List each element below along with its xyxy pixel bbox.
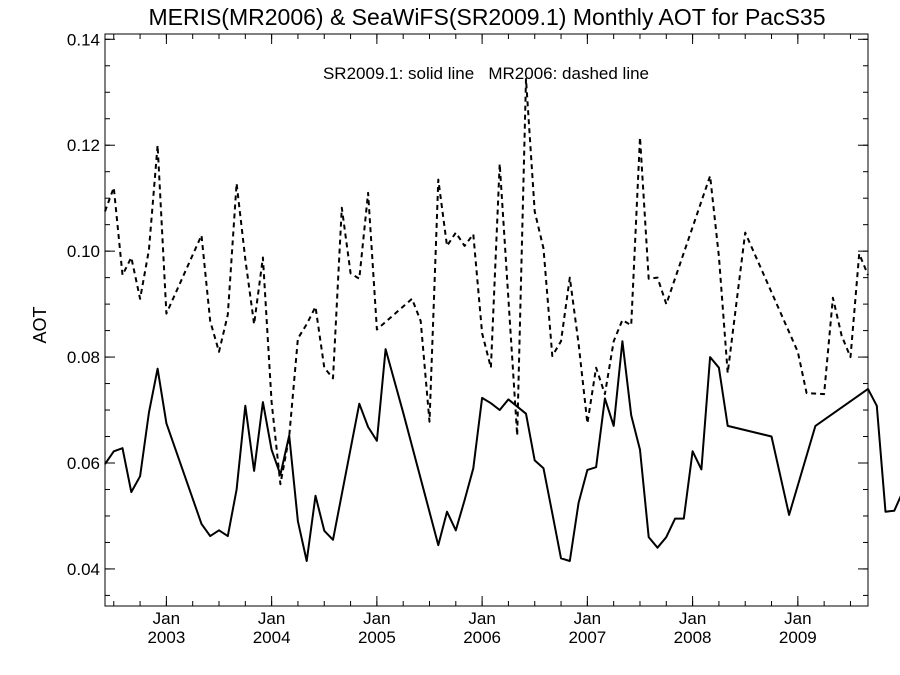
x-tick-label-month: Jan (153, 609, 180, 628)
y-tick-label: 0.14 (67, 30, 100, 49)
x-tick-label-month: Jan (363, 609, 390, 628)
x-tick-label-year: 2003 (147, 628, 185, 647)
x-tick-label-year: 2005 (358, 628, 396, 647)
ticks-layer: 0.040.060.080.100.120.14Jan2003Jan2004Ja… (67, 30, 868, 647)
series-line-solid (104, 340, 900, 562)
y-tick-label: 0.12 (67, 136, 100, 155)
x-tick-label-year: 2006 (463, 628, 501, 647)
y-tick-label: 0.04 (67, 560, 100, 579)
chart-title: MERIS(MR2006) & SeaWiFS(SR2009.1) Monthl… (148, 4, 825, 30)
y-axis-label: AOT (30, 306, 50, 343)
series-layer (104, 78, 900, 562)
y-tick-label: 0.08 (67, 348, 100, 367)
plot-frame (104, 33, 869, 607)
y-tick-label: 0.10 (67, 242, 100, 261)
x-tick-label-month: Jan (574, 609, 601, 628)
x-tick-label-month: Jan (468, 609, 495, 628)
series-line-dashed (104, 78, 869, 486)
line-style-annotation: SR2009.1: solid line MR2006: dashed line (323, 64, 649, 83)
x-tick-label-month: Jan (784, 609, 811, 628)
x-tick-label-month: Jan (679, 609, 706, 628)
x-tick-label-year: 2009 (779, 628, 817, 647)
x-tick-label-year: 2008 (674, 628, 712, 647)
y-tick-label: 0.06 (67, 454, 100, 473)
x-tick-label-year: 2004 (253, 628, 291, 647)
x-tick-label-year: 2007 (568, 628, 606, 647)
x-tick-label-month: Jan (258, 609, 285, 628)
